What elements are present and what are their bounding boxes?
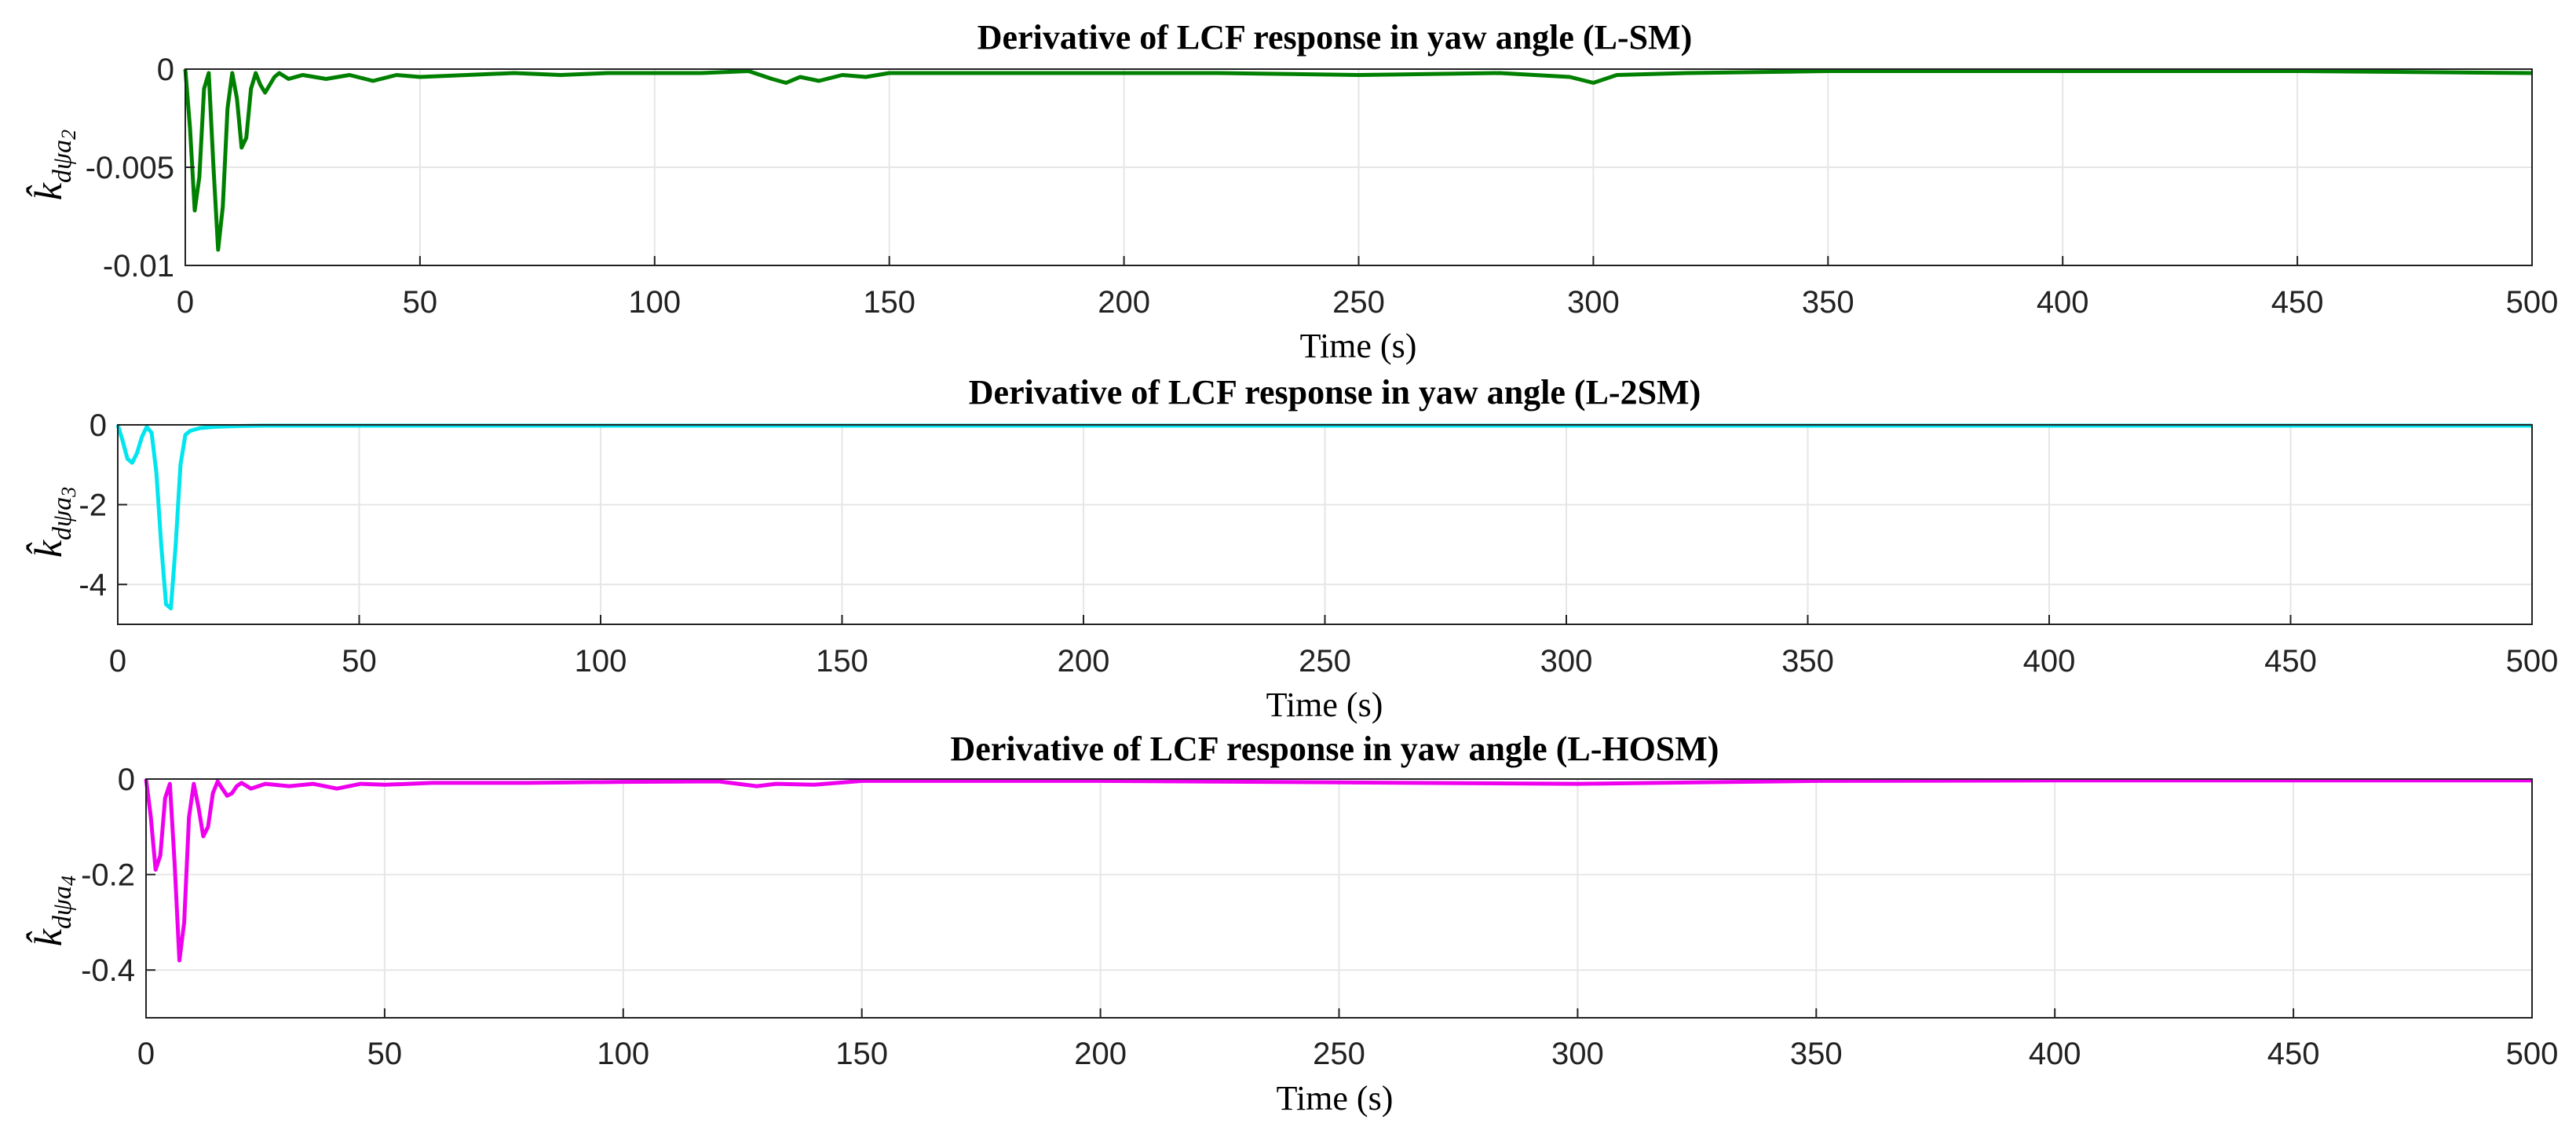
subplot-3-xlabel: Time (s): [1277, 1079, 1394, 1118]
subplot-3-xtick-label-7: 350: [1790, 1037, 1843, 1071]
subplot-1-ytick-label-1: -0.005: [86, 151, 174, 185]
subplot-3-ylabel-base: k̂: [25, 928, 70, 946]
subplot-1-xtick-label-10: 500: [2506, 285, 2559, 320]
subplot-1-xtick-label-6: 300: [1567, 285, 1620, 320]
subplot-1-ylabel-base: k̂: [25, 182, 70, 200]
subplot-3-xtick-label-0: 0: [137, 1037, 155, 1071]
subplot-3-xtick-label-3: 150: [835, 1037, 888, 1071]
subplot-3-xtick-label-6: 300: [1551, 1037, 1604, 1071]
subplot-3-ytick-label-1: -0.2: [81, 858, 135, 893]
subplot-3-ytick-label-2: -0.4: [81, 953, 135, 988]
subplot-2-xtick-label-3: 150: [816, 644, 868, 679]
subplot-2-xtick-label-4: 200: [1058, 644, 1110, 679]
subplot-2-series-line: [115, 423, 2532, 611]
subplot-1-plot-area: 0 50 100 150 200 250 300 350 400 450 500 0 -0.005 -0.…: [86, 53, 2559, 320]
subplot-1-xtick-label-4: 200: [1098, 285, 1150, 320]
subplot-1-ylabel: k̂dψa2: [25, 130, 80, 200]
subplot-1-xtick-label-3: 150: [863, 285, 915, 320]
subplot-2-xtick-label-1: 50: [342, 644, 377, 679]
subplot-1-xtick-label-8: 400: [2037, 285, 2089, 320]
subplot-3-title: Derivative of LCF response in yaw angle …: [951, 730, 1719, 768]
subplot-2-plot-area: 0 50 100 150 200 250 300 350 400 450 500 0 -2 -4: [79, 408, 2558, 679]
subplot-1: Derivative of LCF response in yaw angle …: [25, 18, 2558, 365]
subplot-3-ylabel: k̂dψa4: [25, 876, 80, 946]
subplot-2-xlabel: Time (s): [1266, 686, 1383, 724]
subplot-3-ylabel-subsub: 4: [57, 876, 80, 886]
subplot-2-xtick-label-5: 250: [1299, 644, 1351, 679]
subplot-3-plot-area: 0 50 100 150 200 250 300 350 400 450 500 0 -0.2 -0.4: [81, 763, 2558, 1071]
subplot-1-xtick-label-7: 350: [1802, 285, 1854, 320]
subplot-2-xtick-label-0: 0: [109, 644, 126, 679]
subplot-2-xtick-label-9: 450: [2264, 644, 2317, 679]
subplot-2-xtick-label-7: 350: [1781, 644, 1834, 679]
subplot-3-xtick-label-2: 100: [597, 1037, 649, 1071]
subplot-2-ytick-label-1: -2: [79, 488, 107, 523]
subplot-3-xtick-label-4: 200: [1074, 1037, 1127, 1071]
subplot-2-ylabel-subsub: 3: [57, 487, 80, 498]
subplot-1-series-line: [183, 68, 2533, 252]
subplot-3-xtick-label-9: 450: [2267, 1037, 2320, 1071]
subplot-3-series-line: [144, 778, 2532, 963]
subplot-1-title: Derivative of LCF response in yaw angle …: [977, 18, 1692, 57]
subplot-1-ylabel-sub: dψa: [48, 140, 77, 183]
subplot-2-title: Derivative of LCF response in yaw angle …: [969, 373, 1701, 412]
subplot-3-xtick-label-1: 50: [367, 1037, 403, 1071]
subplot-3-ytick-label-0: 0: [118, 763, 135, 797]
subplot-2-ytick-label-2: -4: [79, 568, 107, 602]
subplot-3: Derivative of LCF response in yaw angle …: [25, 730, 2558, 1118]
subplot-3-xtick-label-8: 400: [2029, 1037, 2081, 1071]
subplot-2-xtick-label-8: 400: [2023, 644, 2076, 679]
subplot-2: Derivative of LCF response in yaw angle …: [25, 373, 2558, 724]
subplot-1-ylabel-subsub: 2: [57, 130, 80, 140]
subplot-1-xtick-label-9: 450: [2271, 285, 2324, 320]
subplot-2-ylabel-base: k̂: [25, 540, 70, 558]
subplot-3-xtick-label-5: 250: [1313, 1037, 1365, 1071]
subplot-2-ytick-label-0: 0: [90, 408, 107, 443]
subplot-1-xtick-label-0: 0: [177, 285, 194, 320]
subplot-1-xtick-label-1: 50: [403, 285, 438, 320]
subplot-2-xtick-label-6: 300: [1540, 644, 1593, 679]
subplot-2-xtick-label-2: 100: [575, 644, 627, 679]
subplot-1-xtick-label-2: 100: [628, 285, 681, 320]
subplot-3-xtick-label-10: 500: [2506, 1037, 2559, 1071]
subplot-1-ytick-label-0: 0: [157, 53, 174, 87]
subplot-3-ylabel-sub: dψa: [48, 886, 77, 929]
subplot-2-ylabel-sub: dψa: [48, 497, 77, 540]
subplot-1-ytick-label-2: -0.01: [103, 249, 174, 284]
subplot-2-xtick-label-10: 500: [2506, 644, 2559, 679]
subplot-2-ylabel: k̂dψa3: [25, 487, 80, 558]
subplot-1-xtick-label-5: 250: [1332, 285, 1385, 320]
subplot-1-xlabel: Time (s): [1300, 327, 1417, 365]
